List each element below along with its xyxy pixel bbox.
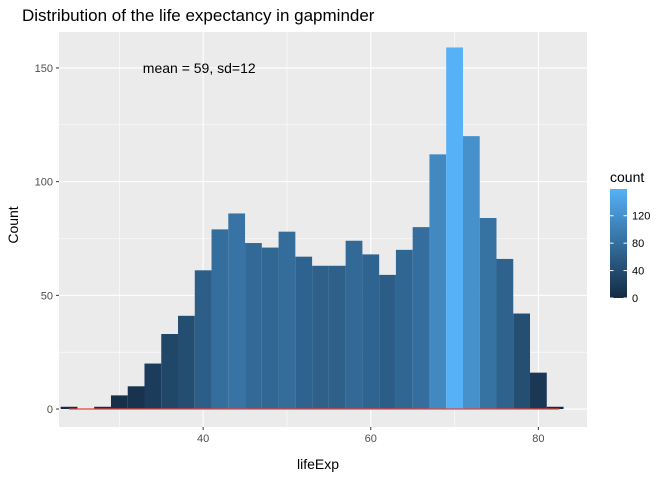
histogram-bar: [462, 136, 480, 410]
histogram-bar: [178, 315, 195, 410]
legend-title: count: [610, 169, 644, 185]
histogram-bar: [345, 240, 363, 410]
y-axis-title: Count: [5, 206, 21, 243]
bars: [60, 47, 564, 410]
y-tick-label: 150: [35, 63, 53, 75]
histogram-bar: [446, 47, 463, 410]
histogram-bar: [513, 313, 531, 410]
legend-tick-label: 40: [632, 266, 644, 278]
x-tick-label: 80: [532, 433, 544, 445]
histogram-bar: [429, 154, 447, 410]
histogram-bar: [546, 406, 564, 410]
legend: count 0 40 80 120: [610, 169, 650, 305]
legend-tick-label: 120: [632, 211, 650, 223]
histogram-bar: [496, 258, 514, 410]
histogram-bar: [261, 247, 279, 410]
histogram-bar: [295, 256, 313, 410]
histogram-bar: [379, 274, 396, 410]
histogram-bar: [328, 265, 346, 410]
histogram-bar: [211, 229, 229, 410]
histogram-bar: [530, 372, 547, 410]
histogram-bar: [110, 395, 128, 410]
histogram-bar: [161, 333, 179, 410]
x-axis-title: lifeExp: [297, 456, 339, 472]
y-tick-label: 50: [41, 290, 53, 302]
histogram-bar: [312, 265, 329, 410]
histogram-bar: [245, 243, 262, 410]
histogram-bar: [362, 254, 380, 410]
legend-colorbar: [610, 189, 627, 298]
y-tick-label: 100: [35, 177, 53, 189]
y-axis: 0 50 100 150: [35, 63, 59, 416]
histogram-bar: [412, 227, 430, 410]
annotation-text: mean = 59, sd=12: [143, 60, 256, 76]
legend-tick-label: 80: [632, 238, 644, 250]
x-tick-label: 60: [365, 433, 377, 445]
histogram-bar: [395, 249, 413, 410]
histogram-bar: [127, 386, 145, 410]
histogram-bar: [228, 213, 246, 410]
histogram-bar: [278, 231, 296, 410]
legend-tick-label: 0: [632, 293, 638, 305]
histogram-bar: [60, 406, 78, 410]
x-axis: 40 60 80: [197, 427, 545, 445]
chart-title: Distribution of the life expectancy in g…: [22, 6, 375, 25]
histogram-bar: [144, 363, 162, 410]
y-tick-label: 0: [47, 404, 53, 416]
histogram-bar: [94, 406, 111, 410]
histogram-bar: [194, 270, 212, 410]
histogram-bar: [479, 218, 497, 410]
x-tick-label: 40: [197, 433, 209, 445]
